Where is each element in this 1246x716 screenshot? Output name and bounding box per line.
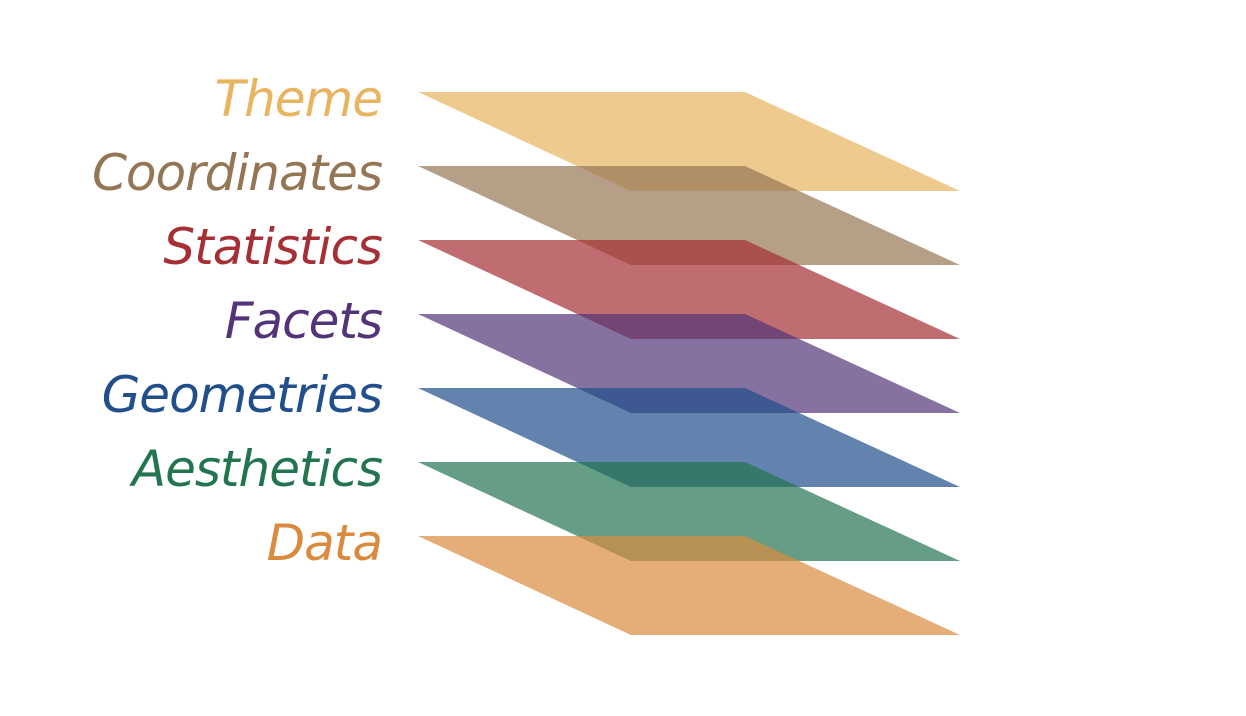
layer-plane-statistics: [418, 240, 960, 339]
layer-plane-facets: [418, 314, 960, 413]
layer-plane-data: [418, 536, 960, 635]
layer-plane-coordinates: [418, 166, 960, 265]
layer-label-geometries: Geometries: [102, 366, 382, 424]
layer-plane-geometries: [418, 388, 960, 487]
layer-label-data: Data: [267, 514, 382, 572]
layer-labels: Theme Coordinates Statistics Facets Geometri…: [92, 70, 383, 572]
layer-label-theme: Theme: [215, 70, 382, 128]
layer-plane-theme: [418, 92, 960, 191]
layer-plane-aesthetics: [418, 462, 960, 561]
layer-planes: [418, 92, 960, 635]
layer-label-coordinates: Coordinates: [92, 144, 382, 202]
layer-label-statistics: Statistics: [163, 218, 382, 276]
layer-label-aesthetics: Aesthetics: [129, 440, 382, 498]
layer-label-facets: Facets: [225, 292, 382, 350]
